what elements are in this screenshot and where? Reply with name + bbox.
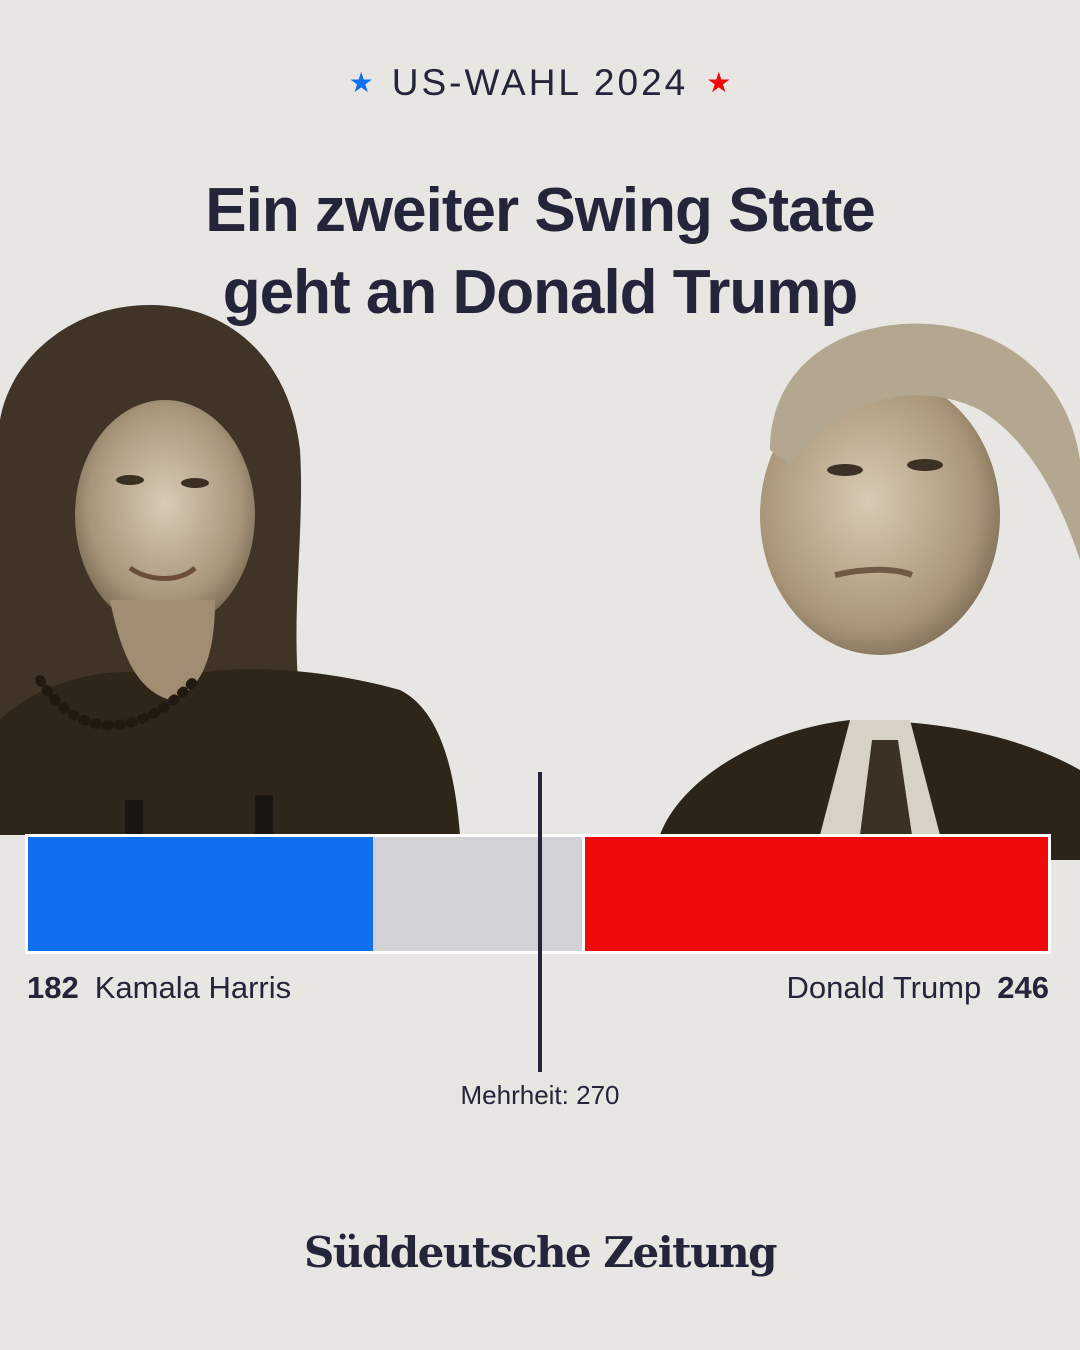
kamala-harris-photo	[0, 305, 460, 835]
donald-trump-photo	[650, 323, 1080, 860]
blue-star-icon: ★	[348, 67, 374, 98]
harris-bar-segment	[28, 837, 373, 951]
trump-name-label: Donald Trump	[786, 970, 982, 1005]
kicker-text: US-WAHL 2024	[391, 62, 689, 103]
trump-bar-segment	[582, 837, 1048, 951]
harris-label-row: 182 Kamala Harris	[27, 970, 291, 1006]
sueddeutsche-zeitung-logo: Süddeutsche Zeitung	[303, 1228, 778, 1277]
kicker: ★ US-WAHL 2024 ★	[0, 62, 1080, 104]
headline: Ein zweiter Swing State geht an Donald T…	[205, 176, 875, 327]
trump-value-label: 246	[997, 970, 1049, 1005]
majority-threshold-line	[538, 772, 542, 1072]
majority-threshold-label: Mehrheit: 270	[460, 1080, 620, 1110]
harris-value-label: 182	[27, 970, 79, 1005]
red-star-icon: ★	[706, 67, 732, 98]
harris-name-label: Kamala Harris	[94, 970, 292, 1005]
trump-label-row: Donald Trump 246	[787, 970, 1049, 1006]
